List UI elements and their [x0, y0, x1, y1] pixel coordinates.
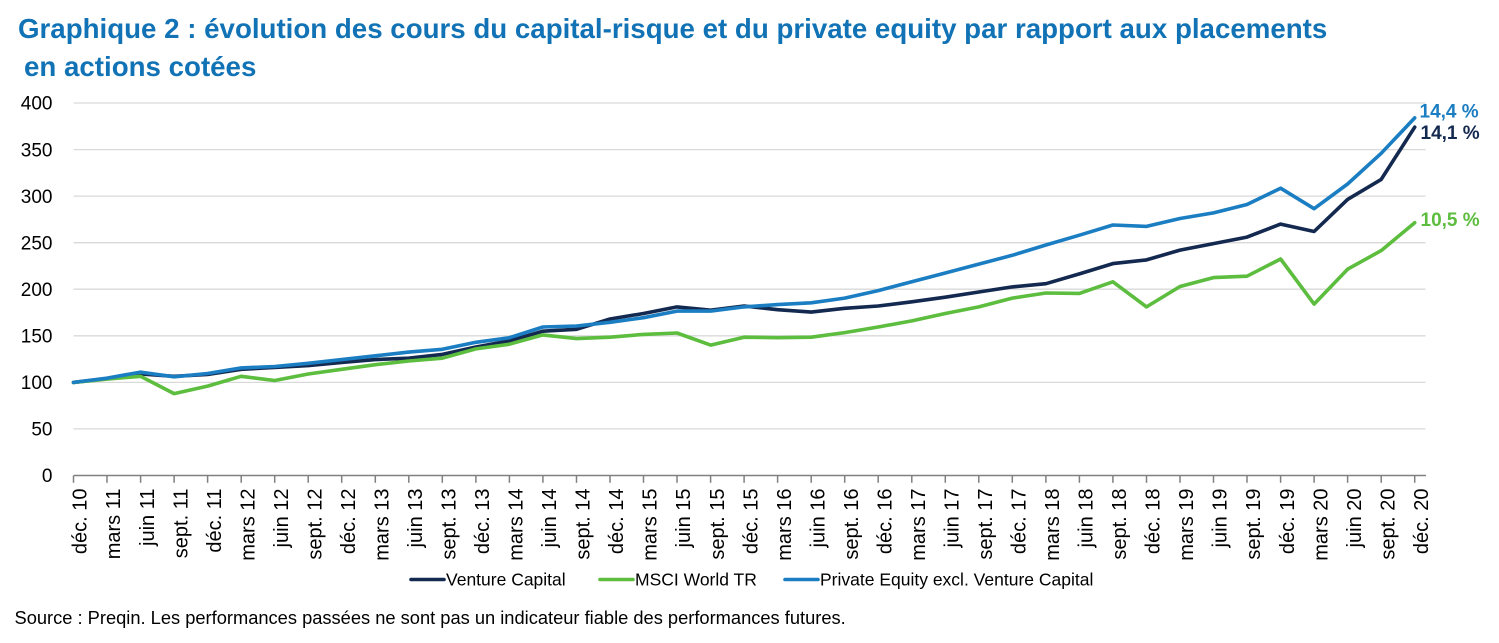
- svg-text:300: 300: [21, 187, 53, 208]
- svg-text:Venture Capital: Venture Capital: [446, 570, 566, 590]
- svg-text:mars 14: mars 14: [506, 489, 528, 561]
- svg-text:juin 16: juin 16: [807, 489, 829, 549]
- svg-text:mars 18: mars 18: [1042, 489, 1064, 561]
- svg-text:sept. 19: sept. 19: [1243, 489, 1265, 560]
- svg-text:350: 350: [21, 140, 53, 161]
- svg-text:juin 17: juin 17: [942, 489, 964, 549]
- svg-text:sept. 18: sept. 18: [1109, 489, 1131, 560]
- svg-text:sept. 13: sept. 13: [439, 489, 461, 560]
- svg-text:sept. 12: sept. 12: [304, 489, 326, 560]
- svg-text:déc. 13: déc. 13: [472, 489, 494, 555]
- svg-text:14,4 %: 14,4 %: [1420, 102, 1479, 123]
- svg-text:déc. 11: déc. 11: [204, 489, 226, 553]
- svg-text:sept. 15: sept. 15: [707, 489, 729, 560]
- svg-text:mars 11: mars 11: [103, 489, 125, 560]
- svg-text:mars 19: mars 19: [1176, 489, 1198, 561]
- svg-text:sept. 14: sept. 14: [573, 489, 595, 560]
- svg-text:400: 400: [21, 94, 53, 115]
- svg-text:juin 14: juin 14: [539, 489, 561, 549]
- svg-text:déc. 16: déc. 16: [874, 489, 896, 555]
- svg-text:sept. 16: sept. 16: [841, 489, 863, 560]
- svg-text:10,5 %: 10,5 %: [1421, 210, 1480, 231]
- svg-text:sept. 20: sept. 20: [1377, 489, 1399, 560]
- svg-text:déc. 18: déc. 18: [1143, 489, 1165, 555]
- svg-text:mars 16: mars 16: [774, 489, 796, 561]
- svg-text:juin 19: juin 19: [1210, 489, 1232, 549]
- svg-text:sept. 17: sept. 17: [975, 489, 997, 560]
- svg-text:sept. 11: sept. 11: [170, 489, 192, 559]
- svg-text:mars 17: mars 17: [908, 489, 930, 561]
- svg-text:déc. 15: déc. 15: [740, 489, 762, 555]
- svg-text:juin 20: juin 20: [1344, 489, 1366, 549]
- svg-text:mars 15: mars 15: [640, 489, 662, 561]
- svg-text:Private Equity excl. Venture C: Private Equity excl. Venture Capital: [820, 570, 1093, 590]
- svg-text:juin 13: juin 13: [405, 489, 427, 549]
- svg-text:250: 250: [21, 233, 53, 254]
- svg-text:150: 150: [21, 327, 53, 348]
- svg-text:100: 100: [21, 373, 53, 394]
- svg-text:déc. 20: déc. 20: [1411, 489, 1433, 555]
- svg-text:déc. 19: déc. 19: [1277, 489, 1299, 555]
- svg-text:mars 13: mars 13: [372, 489, 394, 561]
- svg-text:mars 12: mars 12: [237, 489, 259, 561]
- svg-text:juin 11: juin 11: [137, 489, 159, 547]
- svg-text:14,1 %: 14,1 %: [1421, 123, 1480, 144]
- svg-text:MSCI World TR: MSCI World TR: [635, 570, 757, 590]
- svg-text:0: 0: [42, 466, 53, 487]
- svg-text:juin 12: juin 12: [271, 489, 293, 549]
- svg-text:200: 200: [21, 280, 53, 301]
- svg-text:mars 20: mars 20: [1310, 489, 1332, 561]
- svg-text:juin 15: juin 15: [673, 489, 695, 549]
- svg-text:déc. 17: déc. 17: [1009, 489, 1031, 555]
- svg-text:déc. 14: déc. 14: [606, 489, 628, 555]
- svg-text:juin 18: juin 18: [1076, 489, 1098, 549]
- svg-text:50: 50: [31, 420, 52, 441]
- svg-text:déc. 12: déc. 12: [338, 489, 360, 555]
- svg-text:déc. 10: déc. 10: [70, 489, 92, 555]
